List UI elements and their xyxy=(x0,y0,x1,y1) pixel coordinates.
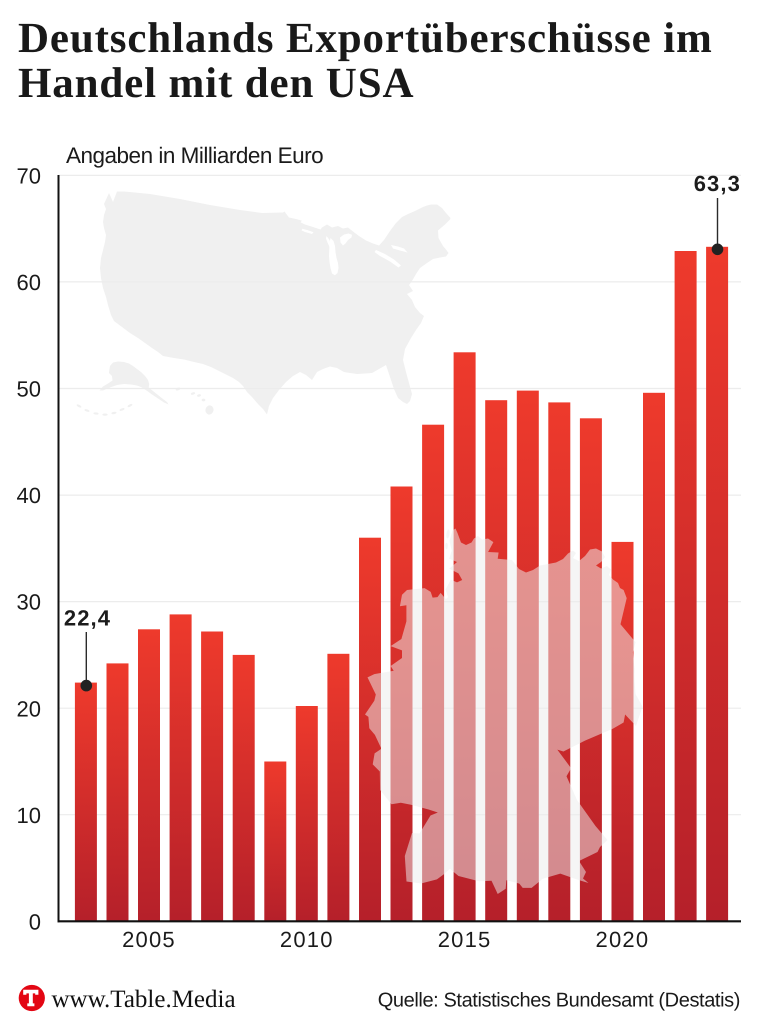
svg-text:60: 60 xyxy=(17,270,41,295)
svg-text:2010: 2010 xyxy=(280,927,334,952)
svg-text:www.Table.Media: www.Table.Media xyxy=(52,986,236,1013)
svg-text:22,4: 22,4 xyxy=(64,605,111,630)
svg-text:2015: 2015 xyxy=(438,927,492,952)
svg-text:2020: 2020 xyxy=(596,927,650,952)
svg-text:30: 30 xyxy=(17,590,41,615)
svg-text:40: 40 xyxy=(17,483,41,508)
svg-text:20: 20 xyxy=(17,696,41,721)
svg-text:63,3: 63,3 xyxy=(694,171,741,196)
svg-text:50: 50 xyxy=(17,377,41,402)
svg-text:70: 70 xyxy=(17,164,41,189)
svg-text:10: 10 xyxy=(17,803,41,828)
svg-text:Quelle: Statistisches Bundesam: Quelle: Statistisches Bundesamt (Destati… xyxy=(378,990,740,1012)
svg-text:0: 0 xyxy=(29,909,41,934)
svg-text:2005: 2005 xyxy=(122,927,176,952)
